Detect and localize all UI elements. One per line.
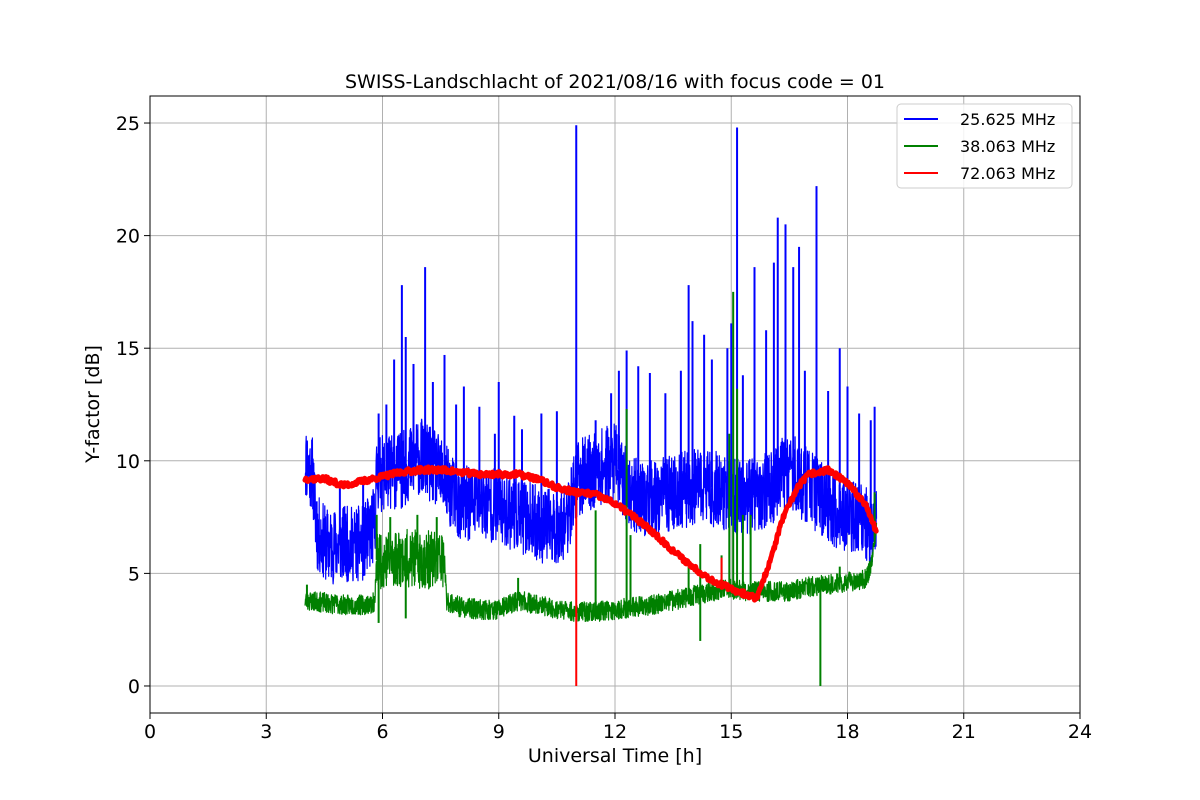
series-line-1 xyxy=(304,522,878,622)
x-tick-label: 15 xyxy=(719,721,743,743)
x-tick-label: 18 xyxy=(835,721,859,743)
chart-title: SWISS-Landschlacht of 2021/08/16 with fo… xyxy=(345,71,885,93)
y-tick-label: 25 xyxy=(116,113,140,135)
series-2 xyxy=(302,464,879,686)
y-tick-label: 0 xyxy=(128,676,140,698)
y-tick-label: 20 xyxy=(116,226,140,248)
x-tick-label: 21 xyxy=(952,721,976,743)
ticks: 0 3 6 9 12 15 18 21 24 0 5 10 15 20 25 xyxy=(116,113,1092,743)
x-tick-label: 12 xyxy=(603,721,627,743)
legend-entry: 38.063 MHz xyxy=(960,137,1055,156)
legend-box xyxy=(896,103,1073,189)
series-layer xyxy=(302,125,879,686)
x-tick-label: 0 xyxy=(144,721,156,743)
series-line-2 xyxy=(302,464,879,603)
x-axis-label: Universal Time [h] xyxy=(528,745,702,767)
legend-entry: 25.625 MHz xyxy=(960,110,1055,129)
legend: 25.625 MHz 38.063 MHz 72.063 MHz xyxy=(896,103,1073,189)
x-tick-label: 6 xyxy=(376,721,388,743)
x-tick-label: 24 xyxy=(1068,721,1092,743)
x-tick-label: 9 xyxy=(493,721,505,743)
y-tick-label: 10 xyxy=(116,451,140,473)
y-axis-label: Y-factor [dB] xyxy=(82,345,104,464)
series-1 xyxy=(304,291,878,686)
y-tick-label: 5 xyxy=(128,563,140,585)
x-tick-label: 3 xyxy=(260,721,272,743)
legend-entry: 72.063 MHz xyxy=(960,164,1055,183)
series-line-0 xyxy=(304,418,878,585)
y-tick-label: 15 xyxy=(116,338,140,360)
